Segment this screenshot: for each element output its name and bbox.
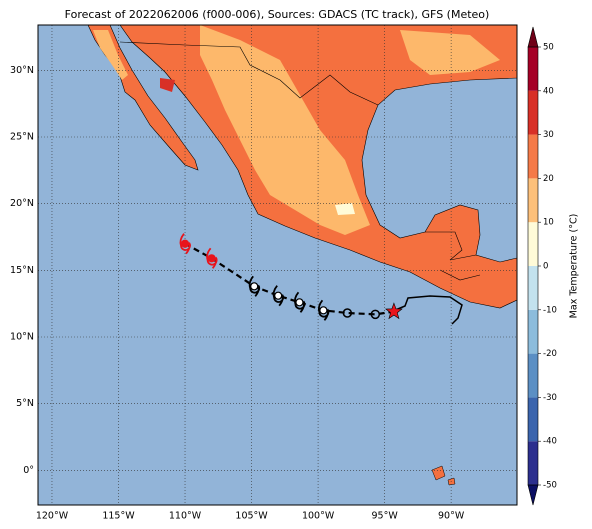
colorbar-band [528, 441, 538, 485]
y-tick-label: 25°N [10, 132, 34, 143]
colorbar-tick-label: 50 [543, 43, 554, 53]
map-title: Forecast of 2022062006 (f000-006), Sourc… [65, 8, 490, 21]
cyclone-eye [319, 306, 328, 315]
y-tick-label: 15°N [10, 265, 34, 276]
cyclone-marker [248, 275, 261, 297]
observed-track [392, 295, 463, 325]
colorbar-tick-label: -10 [543, 305, 557, 315]
x-tick-label: 100°W [302, 511, 335, 522]
colorbar-band [528, 353, 538, 398]
land-mild [335, 203, 355, 215]
x-tick-label: 120°W [36, 511, 69, 522]
cyclone-marker [293, 291, 306, 313]
x-tick-label: 95°W [371, 511, 398, 522]
cyclone-eye [295, 298, 304, 307]
colorbar-tick-label: 30 [543, 130, 554, 140]
land-warm [200, 25, 370, 235]
colorbar-tick-label: 10 [543, 218, 554, 228]
land [87, 25, 517, 486]
cyclone-eye [207, 254, 216, 263]
x-tick-label: 90°W [438, 511, 465, 522]
track-point [342, 308, 353, 318]
colorbar-band [528, 178, 538, 223]
x-tick-label: 115°W [102, 511, 135, 522]
colorbar-band [528, 309, 538, 354]
y-tick-label: 5°N [16, 398, 34, 409]
colorbar-extend-under [527, 484, 539, 506]
x-tick-label: 110°W [169, 511, 202, 522]
y-tick-label: 20°N [10, 198, 34, 209]
cyclone-marker [179, 233, 191, 255]
colorbar-extend-over [527, 26, 539, 48]
colorbar-tick-label: -30 [543, 393, 557, 403]
colorbar-tick-label: -40 [543, 437, 557, 447]
colorbar-tick-label: 20 [543, 174, 554, 184]
cyclone-marker [272, 285, 285, 307]
current-position [385, 302, 403, 320]
track-point [370, 309, 381, 320]
cyclone-marker [317, 299, 330, 321]
colorbar-band [528, 47, 538, 91]
colorbar-tick-label: -50 [543, 481, 557, 491]
y-tick-label: 10°N [10, 332, 34, 343]
border [119, 41, 481, 281]
y-tick-label: 30°N [10, 65, 34, 76]
colorbar-band [528, 266, 538, 310]
x-tick-label: 105°W [235, 511, 268, 522]
colorbar-label: Max Temperature (°C) [569, 214, 580, 319]
colorbar-band [528, 90, 538, 135]
cyclone-marker [206, 247, 218, 269]
colorbar-band [528, 397, 538, 442]
colorbar-band [528, 134, 538, 179]
y-tick-label: 0° [23, 465, 34, 476]
colorbar-tick-label: 40 [543, 86, 554, 96]
land-hot [160, 78, 175, 92]
land-warm [93, 30, 128, 80]
colorbar-tick-label: -20 [543, 349, 557, 359]
island [431, 465, 456, 486]
colorbar-band [528, 222, 538, 266]
land-warm [400, 30, 500, 75]
cyclone-eye [180, 239, 190, 248]
colorbar-tick-label: 0 [543, 262, 548, 272]
cyclone-eye [274, 291, 283, 300]
map-frame [37, 24, 518, 506]
cyclone-eye [250, 282, 259, 291]
